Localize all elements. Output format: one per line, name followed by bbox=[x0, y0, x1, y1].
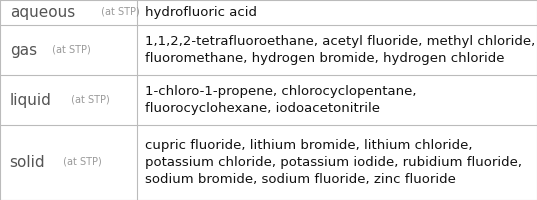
Text: 1,1,2,2-tetrafluoroethane, acetyl fluoride, methyl chloride,
fluoromethane, hydr: 1,1,2,2-tetrafluoroethane, acetyl fluori… bbox=[145, 35, 535, 65]
Text: (at STP): (at STP) bbox=[60, 156, 101, 166]
Text: (at STP): (at STP) bbox=[98, 6, 140, 17]
Text: (at STP): (at STP) bbox=[68, 94, 110, 104]
Text: hydrofluoric acid: hydrofluoric acid bbox=[145, 6, 257, 19]
Text: solid: solid bbox=[10, 155, 45, 170]
Text: gas: gas bbox=[10, 43, 37, 58]
Text: aqueous: aqueous bbox=[10, 5, 75, 20]
Text: cupric fluoride, lithium bromide, lithium chloride,
potassium chloride, potassiu: cupric fluoride, lithium bromide, lithiu… bbox=[145, 140, 522, 186]
Text: (at STP): (at STP) bbox=[49, 44, 91, 54]
Text: 1-chloro-1-propene, chlorocyclopentane,
fluorocyclohexane, iodoacetonitrile: 1-chloro-1-propene, chlorocyclopentane, … bbox=[145, 85, 417, 115]
Text: liquid: liquid bbox=[10, 92, 52, 108]
